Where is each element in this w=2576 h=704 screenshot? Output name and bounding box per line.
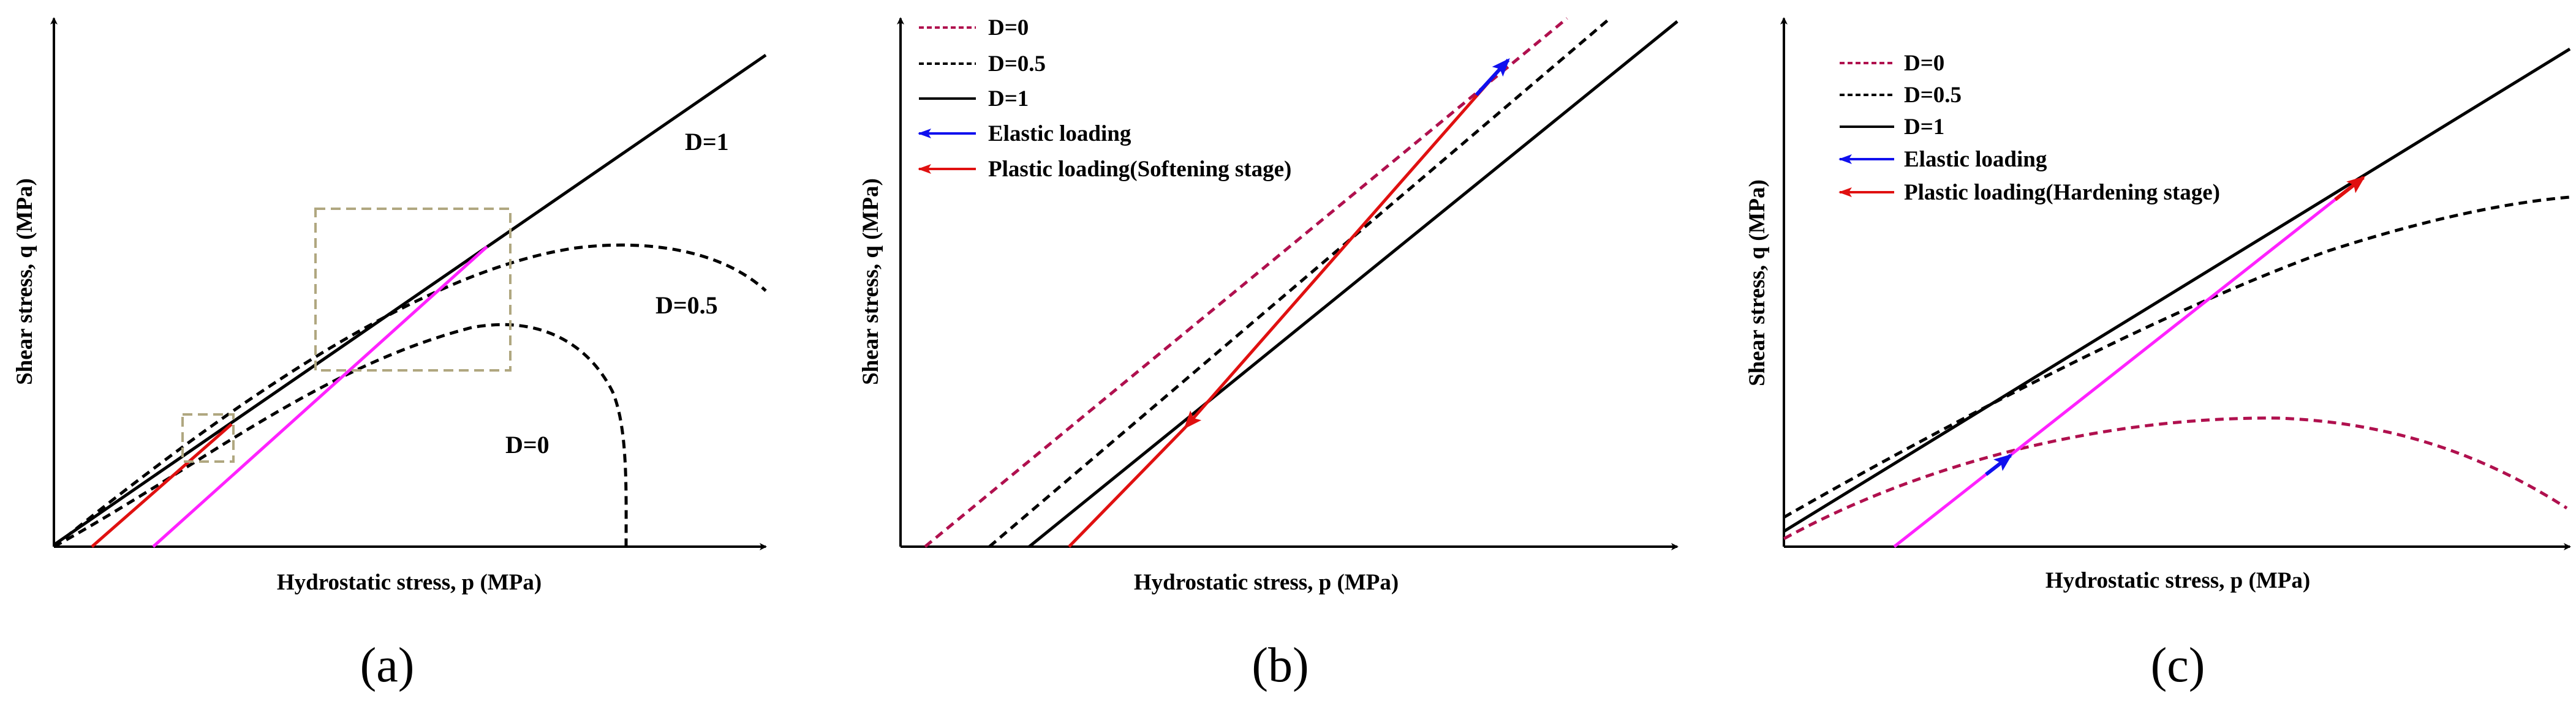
panel-b: D=0 D=0.5 D=1 Elastic loading Plastic lo… <box>858 15 1679 692</box>
panel-b-legend-label-elastic: Elastic loading <box>988 121 1131 146</box>
panel-b-legend: D=0 D=0.5 D=1 Elastic loading Plastic lo… <box>918 15 1291 182</box>
panel-b-ylabel: Shear stress, q (MPa) <box>858 178 883 385</box>
panel-c-elastic-arrow <box>1985 454 2013 476</box>
panel-a: D=1 D=0.5 D=0 Hydrostatic stress, p (MPa… <box>12 17 767 692</box>
panel-b-xlabel: Hydrostatic stress, p (MPa) <box>1134 570 1399 595</box>
panel-b-legend-label-plastic: Plastic loading(Softening stage) <box>988 157 1291 182</box>
panel-c-curve-d0 <box>1783 416 2568 541</box>
panel-c-caption: (c) <box>2151 638 2205 692</box>
panel-c-curve-d1 <box>1783 47 2571 533</box>
panel-c-legend-label-plastic: Plastic loading(Hardening stage) <box>1904 180 2220 205</box>
panel-a-curve-d05 <box>53 243 767 548</box>
panel-b-caption: (b) <box>1252 638 1309 692</box>
panel-a-curve-d0 <box>53 323 628 549</box>
panel-b-plastic-line <box>1068 426 1187 548</box>
panel-c-legend-label-d0: D=0 <box>1904 51 1944 76</box>
panel-c-plastic-arrow <box>2334 176 2366 201</box>
panel-c: D=0 D=0.5 D=1 Elastic loading Plastic lo… <box>1745 17 2571 692</box>
panel-a-ylabel: Shear stress, q (MPa) <box>12 178 37 385</box>
panel-b-elastic-up-arrow <box>1475 58 1510 97</box>
panel-a-caption: (a) <box>360 638 415 692</box>
panel-c-curve-d05 <box>1783 195 2570 519</box>
panel-a-label-d0: D=0 <box>505 431 550 459</box>
panel-a-plastic-line <box>91 423 233 548</box>
panel-a-label-d05: D=0.5 <box>655 291 718 319</box>
panel-b-legend-label-d05: D=0.5 <box>988 51 1046 77</box>
panel-a-zoom-box-small <box>181 413 235 463</box>
panel-b-curve-d1 <box>1028 20 1679 548</box>
panel-a-curve-d1 <box>53 53 767 547</box>
panel-a-xlabel: Hydrostatic stress, p (MPa) <box>277 570 542 595</box>
panel-a-zoom-box-large <box>314 208 512 372</box>
panel-b-curve-d0 <box>924 17 1568 548</box>
panel-c-magenta-line <box>1893 178 2363 548</box>
panel-b-curve-d05 <box>988 17 1611 548</box>
panel-c-legend-label-d1: D=1 <box>1904 114 1944 140</box>
panel-a-magenta-line <box>152 245 488 548</box>
panel-b-legend-label-d1: D=1 <box>988 86 1029 111</box>
panel-c-legend-label-elastic: Elastic loading <box>1904 147 2047 172</box>
panel-c-legend: D=0 D=0.5 D=1 Elastic loading Plastic lo… <box>1838 51 2220 205</box>
panel-c-xlabel: Hydrostatic stress, p (MPa) <box>2045 568 2310 593</box>
panel-c-ylabel: Shear stress, q (MPa) <box>1745 179 1770 386</box>
panel-a-label-d1: D=1 <box>685 128 729 155</box>
panel-b-legend-label-d0: D=0 <box>988 15 1029 40</box>
panel-c-legend-label-d05: D=0.5 <box>1904 83 1962 108</box>
panel-b-elastic-down-arrow <box>1184 74 1496 430</box>
